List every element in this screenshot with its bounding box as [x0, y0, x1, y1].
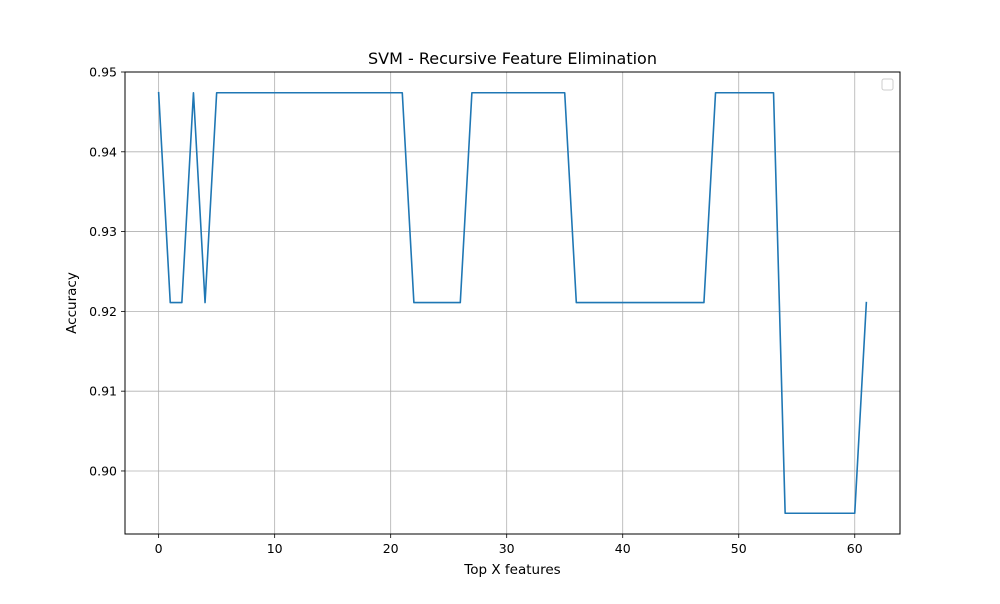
plot-area: [157, 91, 868, 515]
y-tick-label: 0.90: [89, 463, 117, 478]
y-tick-label: 0.94: [89, 144, 117, 159]
y-tick-label: 0.95: [89, 65, 117, 80]
x-tick-label: 20: [383, 541, 399, 556]
y-axis-label: Accuracy: [64, 272, 80, 334]
axes-frame: [124, 71, 901, 535]
chart-title: SVM - Recursive Feature Elimination: [368, 49, 657, 68]
y-tick-label: 0.92: [89, 304, 117, 319]
x-tick-label: 30: [499, 541, 515, 556]
series-line: [157, 91, 868, 515]
x-axis-label: Top X features: [463, 562, 560, 578]
y-axis: 0.90 0.91 0.92 0.93 0.94 0.95: [89, 65, 125, 478]
x-tick-label: 0: [155, 541, 163, 556]
x-tick-label: 60: [847, 541, 863, 556]
x-tick-label: 10: [267, 541, 283, 556]
y-tick-label: 0.93: [89, 224, 117, 239]
x-axis: 0 10 20 30 40 50 60: [155, 534, 863, 556]
legend-box: [881, 78, 894, 91]
x-tick-label: 40: [615, 541, 631, 556]
x-tick-label: 50: [731, 541, 747, 556]
y-tick-label: 0.91: [89, 384, 117, 399]
